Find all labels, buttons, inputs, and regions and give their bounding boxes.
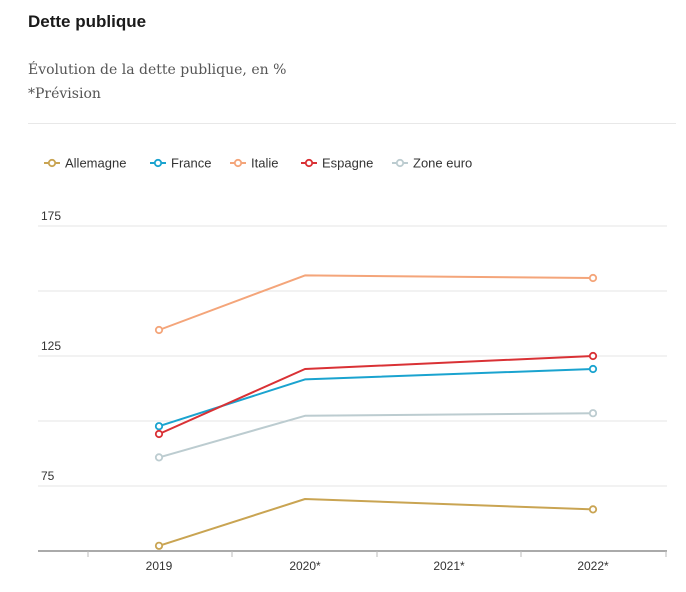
series-line [158,368,594,428]
subtitle-text: Évolution de la dette publique, en % [28,62,287,78]
chart-title: Dette publique [28,12,147,31]
series-point [588,505,598,514]
legend-swatch-marker [395,158,405,168]
series-point [154,325,164,335]
series-point [588,364,598,374]
series-point [154,422,164,431]
y-tick-label: 75 [41,469,55,483]
series-line [158,412,594,459]
y-tick-label: 175 [41,209,61,223]
legend-label: Allemagne [65,156,126,171]
forecast-note: *Prévision [28,86,101,102]
series-line [158,498,594,547]
x-tick-label: 2019 [146,559,173,573]
legend-swatch-marker [233,158,243,168]
legend-label: Zone euro [413,156,472,171]
x-tick-label: 2020* [289,559,321,573]
series-point [588,351,598,361]
series-line [158,274,594,331]
series-point [154,453,164,462]
series-point [154,429,164,439]
series-line [158,355,594,435]
x-tick-label: 2021* [433,559,465,573]
series-point [588,409,598,418]
chart-subtitle: Évolution de la dette publique, en % *Pr… [28,58,286,106]
legend-label: Espagne [322,156,373,171]
legend-swatch-marker [153,158,163,168]
legend-label: Italie [251,156,278,171]
series-point [588,273,598,283]
x-tick-label: 2022* [577,559,609,573]
series-point [154,541,164,550]
legend-swatch-marker [47,158,57,168]
header-divider [28,123,676,124]
y-tick-label: 125 [41,339,61,353]
legend-swatch-marker [304,158,314,168]
legend-label: France [171,156,211,171]
